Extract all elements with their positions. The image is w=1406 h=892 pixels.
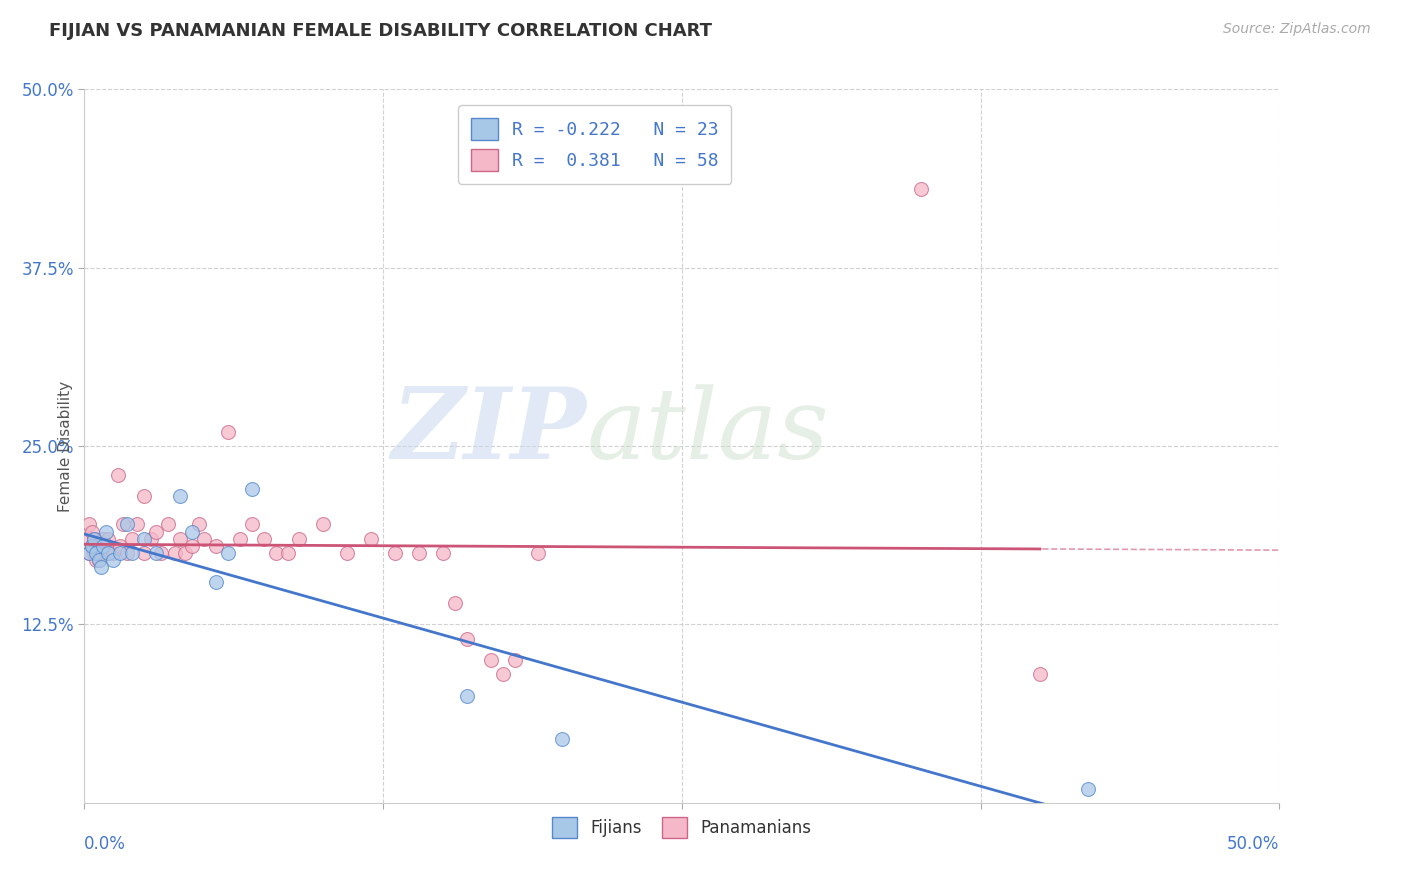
Point (277, 546, 299, 560)
Point (90, 546, 112, 560)
Point (125, 517, 148, 532)
Point (77, 532, 100, 546)
Text: Source: ZipAtlas.com: Source: ZipAtlas.com (1223, 22, 1371, 37)
Point (181, 539, 204, 553)
Point (117, 517, 139, 532)
Point (910, 182, 932, 196)
Point (229, 532, 252, 546)
Point (83, 532, 105, 546)
Point (503, 653, 526, 667)
Point (107, 467, 129, 482)
Point (101, 553, 124, 567)
Point (110, 539, 132, 553)
Point (141, 532, 163, 546)
Point (110, 546, 132, 560)
Point (87, 546, 110, 560)
Point (80, 539, 103, 553)
Point (93, 539, 115, 553)
Point (527, 546, 550, 560)
Point (253, 532, 276, 546)
Point (145, 524, 167, 539)
Point (240, 482, 263, 496)
Point (456, 632, 478, 646)
Point (132, 546, 156, 560)
Point (205, 574, 228, 589)
Point (336, 546, 359, 560)
Text: atlas: atlas (586, 384, 830, 479)
Point (145, 546, 167, 560)
Point (77, 546, 100, 560)
Point (444, 596, 467, 610)
Text: 50.0%: 50.0% (1227, 835, 1279, 853)
Text: ZIP: ZIP (391, 384, 586, 480)
Point (205, 539, 228, 553)
Point (193, 532, 215, 546)
Point (165, 546, 187, 560)
Point (456, 689, 478, 703)
Point (77, 546, 100, 560)
Point (169, 532, 191, 546)
Point (173, 546, 195, 560)
Point (121, 532, 143, 546)
Point (90, 560, 112, 574)
Point (479, 653, 502, 667)
Point (169, 489, 191, 503)
Point (97, 546, 120, 560)
Point (94, 524, 117, 539)
Text: 0.0%: 0.0% (84, 835, 127, 853)
Text: FIJIAN VS PANAMANIAN FEMALE DISABILITY CORRELATION CHART: FIJIAN VS PANAMANIAN FEMALE DISABILITY C… (49, 22, 713, 40)
Point (181, 524, 204, 539)
Point (86, 539, 108, 553)
Point (80, 539, 103, 553)
Point (149, 546, 172, 560)
Point (1077, 781, 1099, 796)
Point (101, 546, 124, 560)
Point (83, 546, 105, 560)
Point (132, 489, 156, 503)
Point (86, 553, 108, 567)
Point (93, 546, 115, 560)
Point (83, 532, 105, 546)
Point (492, 667, 515, 681)
Point (1029, 667, 1052, 681)
Point (217, 425, 239, 439)
Point (94, 546, 117, 560)
Point (432, 546, 454, 560)
Point (240, 517, 263, 532)
Point (77, 517, 100, 532)
Point (264, 546, 287, 560)
Y-axis label: Female Disability: Female Disability (58, 380, 73, 512)
Point (157, 517, 180, 532)
Point (312, 517, 335, 532)
Point (93, 532, 115, 546)
Point (132, 532, 156, 546)
Point (117, 546, 139, 560)
Point (288, 532, 311, 546)
Point (87, 553, 110, 567)
Point (97, 532, 120, 546)
Point (87, 553, 110, 567)
Point (360, 532, 382, 546)
Point (111, 517, 134, 532)
Point (217, 546, 239, 560)
Point (121, 546, 143, 560)
Point (97, 546, 120, 560)
Point (408, 546, 430, 560)
Point (384, 546, 406, 560)
Legend: Fijians, Panamanians: Fijians, Panamanians (546, 811, 818, 845)
Point (188, 517, 211, 532)
Point (86, 546, 108, 560)
Point (80, 524, 103, 539)
Point (551, 731, 574, 746)
